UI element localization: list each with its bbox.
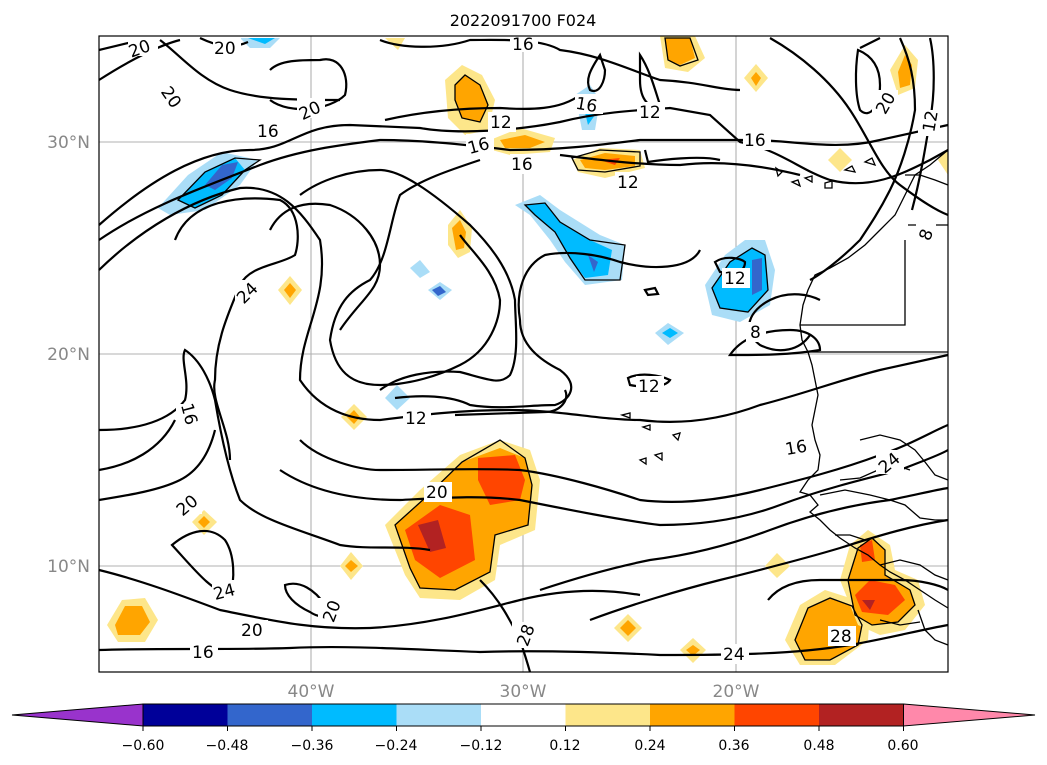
contour-label: 12 bbox=[639, 103, 661, 123]
colorbar-tick-label: 0.48 bbox=[803, 738, 834, 754]
colorbar: −0.60 −0.48 −0.36 −0.24 −0.12 0.12 0.24 … bbox=[11, 703, 1036, 754]
colorbar-tick-label: 0.36 bbox=[718, 738, 749, 754]
colorbar-cell bbox=[819, 704, 904, 726]
contour-label: 12 bbox=[405, 409, 427, 429]
contour-label: 20 bbox=[426, 483, 448, 503]
contour-label: 12 bbox=[724, 269, 746, 289]
contour-label: 16 bbox=[512, 35, 534, 55]
lat-label-30n: 30°N bbox=[47, 133, 90, 153]
contour-label: 8 bbox=[750, 323, 761, 343]
lat-label-10n: 10°N bbox=[47, 557, 90, 577]
colorbar-cell bbox=[227, 704, 313, 726]
contour-label: 16 bbox=[192, 643, 214, 663]
colorbar-tick-label: −0.48 bbox=[206, 738, 249, 754]
colorbar-cell bbox=[143, 704, 228, 726]
contour-label: 12 bbox=[638, 377, 660, 397]
latitude-axis: 30°N 20°N 10°N bbox=[47, 133, 90, 577]
colorbar-tick-label: 0.12 bbox=[549, 738, 580, 754]
contour-label: 16 bbox=[511, 155, 533, 175]
contour-label: 24 bbox=[723, 645, 745, 665]
positive-shading bbox=[107, 36, 948, 665]
map-title: 2022091700 F024 bbox=[450, 11, 597, 30]
contour-label: 12 bbox=[919, 109, 942, 134]
lat-label-20n: 20°N bbox=[47, 345, 90, 365]
colorbar-tick-label: 0.24 bbox=[634, 738, 665, 754]
lon-label-30w: 30°W bbox=[500, 682, 547, 702]
contour-label: 16 bbox=[257, 122, 279, 142]
colorbar-tick-label: −0.60 bbox=[122, 738, 165, 754]
contour-label: 20 bbox=[214, 39, 236, 59]
contour-labels: 20 20 20 20 16 16 16 16 12 12 16 12 12 bbox=[126, 34, 943, 665]
map-frame bbox=[98, 35, 949, 673]
contour-label: 12 bbox=[617, 173, 639, 193]
colorbar-tick-label: 0.60 bbox=[887, 738, 918, 754]
contour-label: 16 bbox=[574, 94, 599, 117]
colorbar-tick-label: −0.12 bbox=[460, 738, 503, 754]
colorbar-cell bbox=[312, 704, 397, 726]
contour-label: 16 bbox=[784, 437, 809, 460]
map-plot-area: 20 20 20 20 16 16 16 16 12 12 16 12 12 bbox=[98, 34, 949, 673]
colorbar-cell bbox=[734, 704, 820, 726]
colorbar-extend-min bbox=[11, 703, 144, 727]
lon-label-20w: 20°W bbox=[713, 682, 760, 702]
contour-label: 20 bbox=[241, 621, 263, 641]
colorbar-extend-max bbox=[903, 703, 1036, 727]
colorbar-tick-label: −0.36 bbox=[291, 738, 334, 754]
colorbar-tick-label: −0.24 bbox=[375, 738, 418, 754]
colorbar-cell bbox=[565, 704, 651, 726]
colorbar-cell bbox=[650, 704, 735, 726]
colorbar-cell bbox=[396, 704, 482, 726]
colorbar-frame bbox=[142, 703, 904, 727]
contour-label: 12 bbox=[490, 113, 512, 133]
colorbar-cell bbox=[481, 704, 566, 726]
shading-outlines bbox=[176, 37, 916, 661]
contour-label: 16 bbox=[744, 131, 766, 151]
lon-label-40w: 40°W bbox=[288, 682, 335, 702]
contour-label: 28 bbox=[830, 627, 852, 647]
longitude-axis: 40°W 30°W 20°W bbox=[288, 682, 760, 702]
